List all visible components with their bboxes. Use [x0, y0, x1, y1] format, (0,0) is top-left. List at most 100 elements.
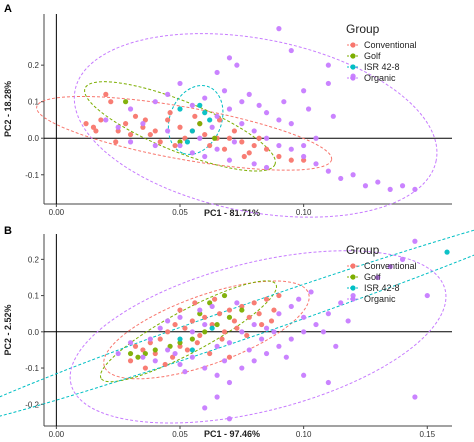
point-conventional	[152, 128, 158, 134]
point-conventional	[157, 139, 163, 145]
point-golf	[226, 314, 233, 320]
point-organic	[189, 329, 195, 335]
point-organic	[412, 186, 418, 192]
point-conventional	[127, 358, 134, 364]
point-conventional	[142, 117, 148, 123]
point-organic	[127, 106, 134, 112]
point-organic	[263, 164, 270, 171]
point-organic	[412, 238, 418, 244]
legend-key-golf	[350, 274, 356, 280]
panel-a: A -0.1 0.0 0.1 0.2 0.00 0.05 0.10 PC1 - 81.71% PC…	[3, 3, 452, 218]
point-organic	[226, 379, 233, 386]
point-conventional	[231, 128, 237, 134]
point-organic	[263, 110, 270, 116]
point-organic	[226, 416, 233, 422]
point-organic	[177, 361, 183, 368]
legend-title: Group	[346, 243, 380, 257]
legend-key-conventional	[350, 42, 356, 48]
point-conventional	[140, 124, 146, 130]
point-organic	[177, 80, 183, 87]
x-axis-label: PC1 - 97.46%	[204, 429, 260, 439]
point-conventional	[182, 325, 188, 331]
point-conventional	[189, 318, 195, 324]
y-tick-label: 0.2	[28, 61, 40, 70]
legend-label-organic: Organic	[364, 73, 396, 83]
point-conventional	[216, 311, 223, 317]
point-organic	[276, 343, 282, 349]
point-golf	[207, 300, 213, 306]
point-conventional	[241, 153, 247, 160]
point-organic	[239, 365, 245, 371]
point-organic	[152, 142, 158, 149]
point-organic	[103, 117, 109, 123]
y-tick-label: 0.0	[28, 328, 40, 337]
point-organic	[301, 153, 307, 160]
point-conventional	[268, 318, 275, 324]
point-organic	[325, 168, 331, 174]
y-axis-label: PC2 - 2.52%	[3, 304, 13, 355]
point-conventional	[90, 124, 97, 130]
point-conventional	[271, 307, 277, 313]
point-organic	[214, 69, 220, 76]
point-organic	[313, 321, 319, 328]
point-organic	[263, 350, 270, 357]
point-organic	[301, 88, 307, 94]
point-conventional	[202, 131, 208, 138]
point-conventional	[209, 321, 215, 328]
point-conventional	[251, 300, 257, 306]
point-organic	[165, 91, 171, 97]
legend-label-golf: Golf	[364, 51, 381, 61]
point-organic	[259, 336, 265, 342]
point-conventional	[115, 128, 121, 134]
confidence-ellipse-conventional	[36, 95, 333, 171]
point-golf	[177, 340, 183, 346]
point-conventional	[177, 307, 183, 313]
point-conventional	[246, 150, 252, 156]
x-tick-label: 0.15	[419, 430, 435, 439]
x-tick-label: 0.00	[49, 208, 65, 217]
point-conventional	[177, 343, 183, 349]
panel-label: B	[4, 225, 12, 237]
y-tick-label: 0.2	[28, 255, 40, 264]
point-conventional	[221, 329, 228, 335]
point-conventional	[197, 332, 203, 339]
point-organic	[301, 142, 307, 149]
point-organic	[271, 329, 277, 335]
point-organic	[399, 256, 406, 262]
point-conventional	[226, 354, 233, 360]
point-organic	[399, 183, 406, 189]
point-conventional	[165, 329, 171, 335]
point-organic	[301, 372, 307, 378]
confidence-ellipse-organic	[73, 33, 438, 218]
x-tick-label: 0.10	[296, 208, 312, 217]
point-conventional	[263, 296, 270, 302]
point-conventional	[172, 321, 178, 328]
point-organic	[239, 121, 245, 127]
legend-label-conventional: Conventional	[364, 261, 417, 271]
point-conventional	[83, 121, 89, 127]
point-organic	[115, 350, 121, 357]
confidence-ellipse-golf	[99, 280, 277, 383]
point-organic	[375, 274, 381, 281]
point-isr-42-8	[177, 336, 183, 342]
point-organic	[325, 80, 331, 87]
point-organic	[325, 62, 331, 68]
point-organic	[157, 325, 163, 331]
legend-key-organic	[350, 75, 356, 81]
point-isr-42-8	[202, 110, 208, 116]
point-conventional	[142, 365, 148, 371]
point-isr-42-8	[207, 117, 213, 123]
panel-label: A	[4, 3, 12, 15]
point-conventional	[207, 142, 213, 149]
point-conventional	[147, 131, 153, 138]
point-organic	[189, 354, 195, 360]
point-conventional	[152, 350, 158, 357]
point-golf	[142, 350, 148, 357]
point-conventional	[251, 142, 257, 149]
point-golf	[177, 139, 183, 145]
x-tick-label: 0.05	[172, 430, 188, 439]
point-organic	[338, 175, 344, 182]
point-conventional	[276, 153, 282, 160]
point-organic	[338, 300, 344, 306]
legend-key-conventional	[350, 263, 356, 269]
